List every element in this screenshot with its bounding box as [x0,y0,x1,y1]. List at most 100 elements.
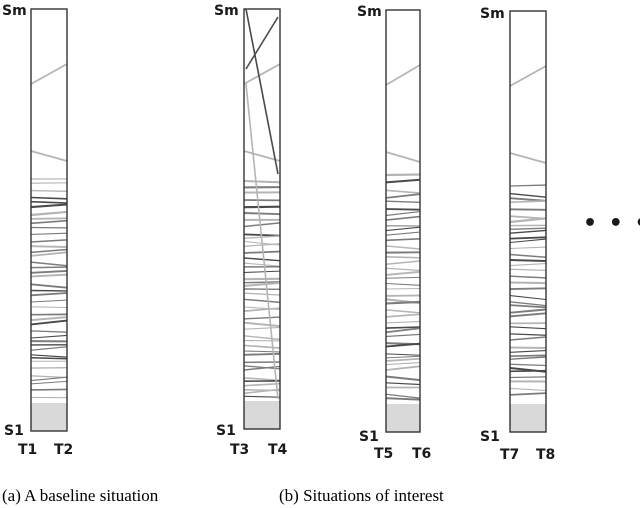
panel-3-series-line [385,287,421,290]
panel-2-series-line [243,292,281,296]
panel-1-base-band [31,403,67,431]
panel-3-series-line [385,294,421,297]
panel-1-series-line [30,306,68,309]
panel-4-series-line [509,295,547,301]
panel-3 [385,9,421,433]
panel-3-series-line [385,382,421,386]
panel-1 [30,8,68,432]
panel-2-series-line [243,212,281,216]
panel-3-series-line [385,355,421,359]
panel-1-series-line [30,251,68,257]
panel-4-series-line [509,308,547,314]
panel-4-series-line [509,200,547,204]
panel-2-series-line [243,335,281,341]
panel-3-series-line [385,342,421,348]
panel-2-series-line [243,316,281,320]
panel-3-series-line [385,245,421,250]
panel-3-series-line [385,211,421,217]
panel-4-series-line [509,275,547,279]
panel-4-series-line [509,253,547,258]
panel-2-series-line [243,222,281,228]
panel-4-series-line [509,312,547,318]
panel-3-series-line [385,178,421,184]
panel-4-bottom-label: S1 [480,429,500,445]
panel-1-series-line [30,261,68,267]
panel-3-series-line [385,270,421,276]
panel-4-series-line [509,229,547,234]
panel-4 [509,10,547,433]
panel-2-series-line [243,250,281,254]
panel-4-upper-line-1 [509,152,547,164]
panel-4-series-line [509,376,547,379]
panel-1-upper-line-1 [30,150,68,162]
panel-2 [243,8,281,430]
panel-4-base-band [510,404,546,432]
panel-3-series-line [385,193,421,199]
panel-4-series-line [509,301,547,307]
panel-2-series-line [243,262,281,267]
panel-3-series-line [385,208,421,211]
panel-2-series-line [243,382,281,387]
panel-3-upper-line-0 [385,64,421,86]
caption-a: (a) A baseline situation [2,486,159,505]
panel-3-series-line [385,282,421,286]
panel-3-series-line [385,397,421,401]
caption-b: (b) Situations of interest [279,486,444,505]
panel-2-frame [243,8,281,430]
panel-3-top-label: Sm [357,4,382,20]
panel-3-series-line [385,215,421,221]
panel-3-series-line [385,276,421,279]
panel-1-left-tick: T1 [18,442,38,458]
panel-4-series-line [509,263,547,267]
panel-2-series-line [243,365,281,370]
panel-3-series-line [385,313,421,318]
panel-2-series-line [243,377,281,382]
panel-3-series-line [385,309,421,314]
panel-3-series-line [385,256,421,259]
panel-2-cross-line-1 [245,83,279,400]
panel-4-series-line [509,208,547,211]
panel-1-frame [30,8,68,432]
panel-1-series-line [30,245,68,248]
panel-4-series-line [509,287,547,291]
panel-3-series-line [385,189,421,194]
panel-1-top-label: Sm [2,3,27,19]
panel-2-series-line [243,344,281,349]
panel-3-series-line [385,327,421,334]
panel-4-series-line [509,333,547,336]
panel-3-series-line [385,393,421,399]
panel-2-series-line [243,281,281,287]
panel-2-series-line [243,205,281,209]
panel-2-upper-line-1 [243,150,281,162]
panel-2-series-line [243,270,281,274]
panel-2-series-line [243,298,281,304]
panel-4-series-line [509,369,547,373]
panel-3-series-line [385,226,421,232]
panel-3-series-line [385,173,421,177]
panel-4-series-line [509,354,547,358]
panel-1-series-line [30,196,68,200]
panel-1-series-line [30,189,68,192]
panel-3-series-line [385,365,421,371]
panel-2-left-tick: T3 [230,442,250,458]
panel-4-series-line [509,346,547,349]
panel-2-series-line [243,388,281,395]
panel-2-base-band [244,401,280,429]
panel-3-series-line [385,353,421,356]
panel-2-series-line [243,281,281,284]
panel-3-right-tick: T6 [412,446,432,462]
panel-3-series-line [385,260,421,265]
panel-4-series-line [509,350,547,353]
panel-4-series-line [509,258,547,263]
panel-1-series-line [30,203,68,209]
panel-2-series-line [243,326,281,330]
panel-2-series-line [243,321,281,328]
panel-4-series-line [509,304,547,309]
panel-4-upper-line-0 [509,65,547,87]
panel-4-series-line [509,268,547,272]
panel-3-series-line [385,267,421,272]
panel-3-frame [385,9,421,433]
panel-3-series-line [385,326,421,329]
panel-2-top-label: Sm [214,3,239,19]
